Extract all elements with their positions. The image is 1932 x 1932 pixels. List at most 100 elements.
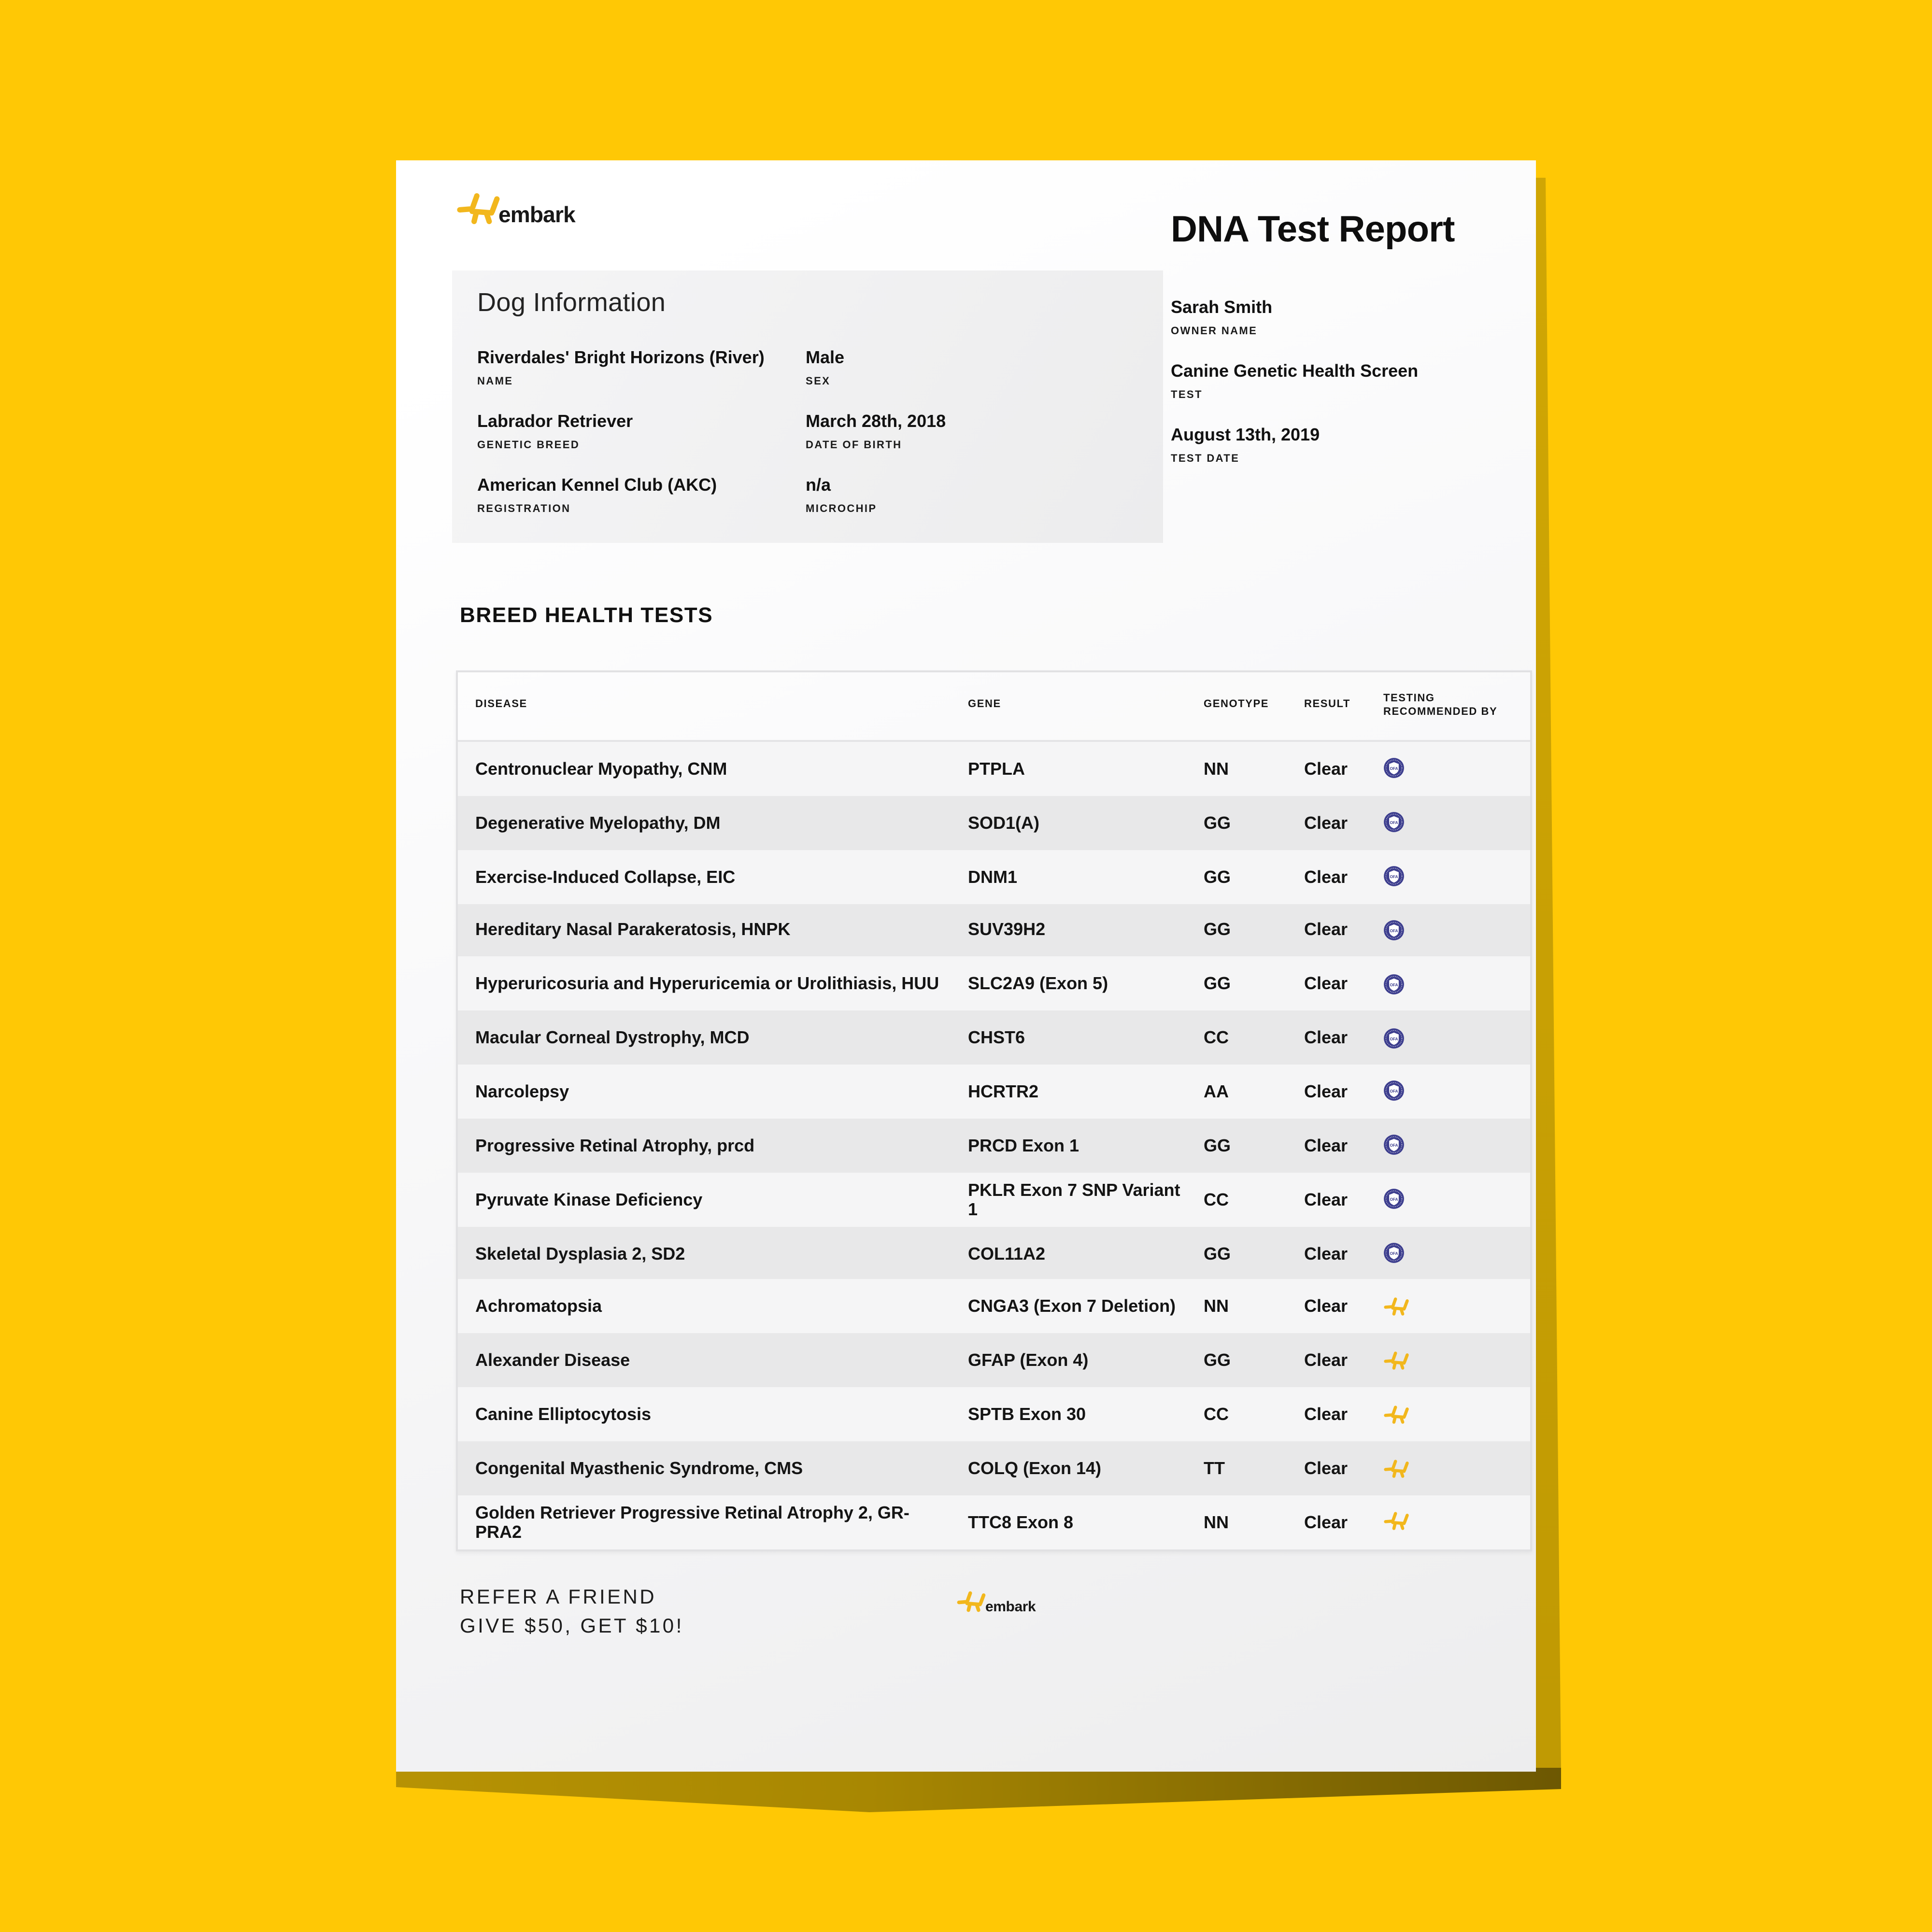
dog-dob-group: March 28th, 2018 DATE OF BIRTH (806, 412, 946, 476)
table-row: Macular Corneal Dystrophy, MCD CHST6 CC … (458, 1010, 1530, 1065)
result-cell: Clear (1304, 1458, 1348, 1478)
table-row: Degenerative Myelopathy, DM SOD1(A) GG C… (458, 796, 1530, 850)
disease-cell: Achromatopsia (475, 1297, 602, 1317)
disease-cell: Narcolepsy (475, 1081, 569, 1101)
result-cell: Clear (1304, 1405, 1348, 1424)
gene-cell: SLC2A9 (Exon 5) (968, 974, 1108, 994)
gene-cell: PKLR Exon 7 SNP Variant 1 (968, 1179, 1180, 1219)
brand-wordmark: embark (985, 1598, 1036, 1615)
svg-text:OFA: OFA (1390, 821, 1398, 825)
disease-cell: Golden Retriever Progressive Retinal Atr… (475, 1502, 909, 1541)
svg-text:OFA: OFA (1390, 1090, 1398, 1094)
result-cell: Clear (1304, 1512, 1348, 1532)
result-cell: Clear (1304, 1350, 1348, 1370)
table-row: Progressive Retinal Atrophy, prcd PRCD E… (458, 1118, 1530, 1172)
gene-cell: GFAP (Exon 4) (968, 1350, 1089, 1370)
testing-recommended-cell: OFA (1372, 1350, 1530, 1371)
gene-cell: COL11A2 (968, 1243, 1046, 1263)
table-row: Golden Retriever Progressive Retinal Atr… (458, 1495, 1530, 1549)
disease-cell: Exercise-Induced Collapse, EIC (475, 867, 736, 886)
ofa-badge-icon: OFA (1383, 973, 1405, 994)
testing-recommended-cell: OFA (1372, 812, 1530, 833)
dog-dob-value: March 28th, 2018 (806, 412, 946, 431)
ofa-badge-icon: OFA (1383, 866, 1405, 887)
table-header: DISEASE GENE GENOTYPE RESULT TESTING REC… (458, 672, 1530, 742)
testing-recommended-cell: OFA (1372, 1027, 1530, 1049)
genotype-cell: CC (1204, 1028, 1229, 1048)
result-cell: Clear (1304, 1243, 1348, 1263)
svg-text:OFA: OFA (1390, 929, 1398, 933)
gene-cell: CNGA3 (Exon 7 Deletion) (968, 1297, 1176, 1317)
gene-cell: PRCD Exon 1 (968, 1136, 1080, 1155)
embark-logo: embark (456, 191, 576, 227)
ofa-badge-icon: OFA (1383, 1027, 1405, 1049)
embark-dog-icon (456, 191, 502, 226)
embark-dog-icon (1383, 1458, 1410, 1478)
dog-microchip-value: n/a (806, 476, 831, 496)
gene-cell: COLQ (Exon 14) (968, 1458, 1102, 1478)
dog-sex-label: SEX (806, 377, 831, 388)
owner-panel: Sarah Smith OWNER NAME Canine Genetic He… (1171, 298, 1418, 490)
table-row: Narcolepsy HCRTR2 AA Clear OFA (458, 1065, 1530, 1119)
disease-cell: Progressive Retinal Atrophy, prcd (475, 1136, 755, 1155)
dog-microchip-group: n/a MICROCHIP (806, 476, 946, 540)
svg-text:OFA: OFA (1390, 1251, 1398, 1256)
ofa-badge-icon: OFA (1383, 1081, 1405, 1102)
genotype-cell: NN (1204, 1512, 1229, 1532)
genotype-cell: NN (1204, 759, 1229, 779)
test-group: Canine Genetic Health Screen TEST (1171, 362, 1418, 426)
result-cell: Clear (1304, 1297, 1348, 1317)
gene-cell: SPTB Exon 30 (968, 1405, 1086, 1424)
embark-logo-footer: embark (956, 1590, 1036, 1615)
testing-recommended-cell: OFA (1372, 1135, 1530, 1156)
gene-cell: DNM1 (968, 867, 1018, 886)
test-date-label: TEST DATE (1171, 455, 1240, 467)
breed-health-tests-table: DISEASE GENE GENOTYPE RESULT TESTING REC… (456, 670, 1532, 1551)
breed-health-tests-heading: BREED HEALTH TESTS (460, 605, 713, 628)
embark-dog-icon (1383, 1404, 1410, 1424)
disease-cell: Hyperuricosuria and Hyperuricemia or Uro… (475, 974, 939, 994)
test-label: TEST (1171, 390, 1203, 402)
result-cell: Clear (1304, 920, 1348, 940)
testing-recommended-cell: OFA (1372, 920, 1530, 941)
gene-cell: HCRTR2 (968, 1081, 1039, 1101)
table-row: Skeletal Dysplasia 2, SD2 COL11A2 GG Cle… (458, 1226, 1530, 1280)
disease-cell: Congenital Myasthenic Syndrome, CMS (475, 1458, 803, 1478)
embark-dog-icon (1383, 1350, 1410, 1371)
ofa-badge-icon: OFA (1383, 758, 1405, 780)
dog-registration-value: American Kennel Club (AKC) (477, 476, 717, 496)
dog-dob-label: DATE OF BIRTH (806, 440, 902, 453)
test-date-group: August 13th, 2019 TEST DATE (1171, 426, 1418, 490)
svg-text:OFA: OFA (1390, 1198, 1398, 1202)
table-row: Hyperuricosuria and Hyperuricemia or Uro… (458, 957, 1530, 1011)
dog-registration-group: American Kennel Club (AKC) REGISTRATION (477, 476, 806, 540)
refer-a-friend: REFER A FRIEND GIVE $50, GET $10! (460, 1584, 684, 1642)
disease-cell: Degenerative Myelopathy, DM (475, 813, 721, 833)
table-row: Centronuclear Myopathy, CNM PTPLA NN Cle… (458, 742, 1530, 796)
column-header-genotype: GENOTYPE (1204, 699, 1269, 711)
dog-name-group: Riverdales' Bright Horizons (River) NAME (477, 348, 806, 412)
owner-name-label: OWNER NAME (1171, 327, 1258, 338)
result-cell: Clear (1304, 759, 1348, 779)
table-row: Congenital Myasthenic Syndrome, CMS COLQ… (458, 1441, 1530, 1495)
table-row: Hereditary Nasal Parakeratosis, HNPK SUV… (458, 903, 1530, 957)
table-row: Achromatopsia CNGA3 (Exon 7 Deletion) NN… (458, 1279, 1530, 1334)
dog-breed-value: Labrador Retriever (477, 412, 633, 431)
gene-cell: SUV39H2 (968, 920, 1046, 940)
disease-cell: Skeletal Dysplasia 2, SD2 (475, 1243, 685, 1263)
testing-recommended-cell: OFA (1372, 1458, 1530, 1478)
genotype-cell: CC (1204, 1405, 1229, 1424)
dog-breed-label: GENETIC BREED (477, 440, 580, 453)
svg-text:OFA: OFA (1390, 875, 1398, 879)
genotype-cell: GG (1204, 974, 1231, 994)
table-row: Exercise-Induced Collapse, EIC DNM1 GG C… (458, 849, 1530, 904)
test-date-value: August 13th, 2019 (1171, 426, 1320, 445)
genotype-cell: GG (1204, 1243, 1231, 1263)
table-body: Centronuclear Myopathy, CNM PTPLA NN Cle… (458, 742, 1530, 1549)
ofa-badge-icon: OFA (1383, 1189, 1405, 1210)
column-header-testing-recommended-by: TESTING RECOMMENDED BY (1383, 693, 1498, 718)
genotype-cell: GG (1204, 813, 1231, 833)
ofa-badge-icon: OFA (1383, 1242, 1405, 1264)
table-row: Alexander Disease GFAP (Exon 4) GG Clear… (458, 1334, 1530, 1388)
